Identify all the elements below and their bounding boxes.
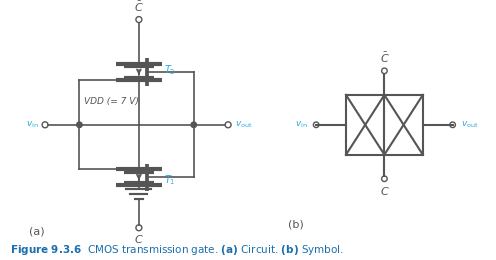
- Text: $v_{\rm out}$: $v_{\rm out}$: [461, 120, 479, 130]
- Circle shape: [191, 122, 196, 128]
- Circle shape: [77, 122, 82, 128]
- Text: $C$: $C$: [379, 185, 389, 197]
- Text: (a): (a): [29, 227, 45, 237]
- Text: $v_{\rm in}$: $v_{\rm in}$: [25, 120, 38, 130]
- Text: (b): (b): [289, 219, 304, 229]
- Text: $v_{\rm in}$: $v_{\rm in}$: [295, 120, 308, 130]
- Text: $T_2$: $T_2$: [164, 63, 176, 77]
- Text: VDD (= 7 V): VDD (= 7 V): [84, 98, 139, 107]
- Text: $v_{\rm out}$: $v_{\rm out}$: [235, 120, 252, 130]
- Text: $\bar{C}$: $\bar{C}$: [379, 51, 389, 65]
- Text: $T_1$: $T_1$: [164, 173, 176, 187]
- Text: $C$: $C$: [134, 233, 144, 245]
- Text: $\bar{C}$: $\bar{C}$: [134, 0, 144, 14]
- Text: $\mathbf{Figure\ 9.3.6}$  CMOS transmission gate. $\mathbf{(a)}$ Circuit. $\math: $\mathbf{Figure\ 9.3.6}$ CMOS transmissi…: [10, 243, 344, 257]
